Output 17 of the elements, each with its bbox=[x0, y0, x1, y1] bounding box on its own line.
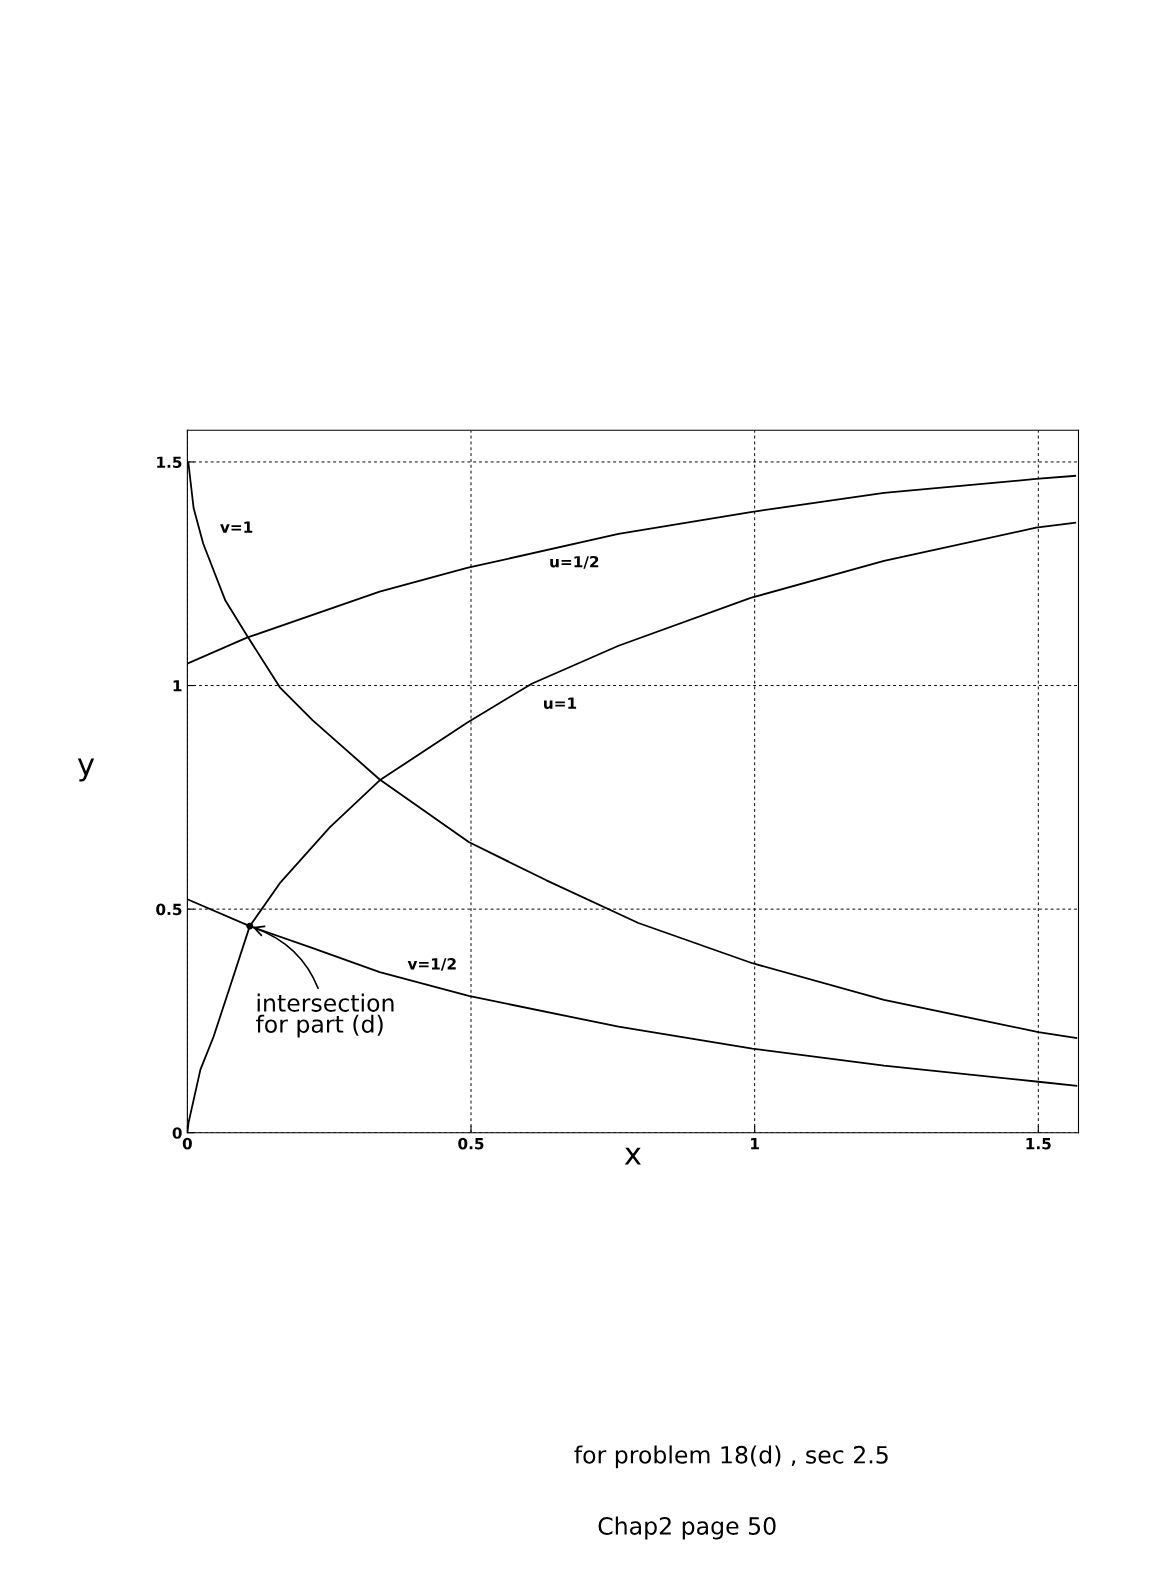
x-tick-label: 1 bbox=[751, 1138, 759, 1150]
y-tick-label: 0.5 bbox=[156, 903, 182, 916]
series-label: v=1 bbox=[220, 521, 253, 533]
y-axis-title: y bbox=[77, 758, 95, 782]
annotation: intersection for part (d) bbox=[255, 993, 394, 1038]
series-label: u=1 bbox=[544, 697, 577, 709]
x-tick-label: 0.5 bbox=[458, 1137, 484, 1150]
series-label: v=1/2 bbox=[407, 958, 456, 971]
series-label: u=1/2 bbox=[550, 555, 599, 569]
y-tick-label: 1.5 bbox=[157, 456, 182, 468]
x-tick-label: 1.5 bbox=[1026, 1138, 1051, 1150]
x-tick-label: 0 bbox=[182, 1137, 192, 1150]
y-tick-label: 0 bbox=[172, 1127, 182, 1139]
y-tick-label: 1 bbox=[173, 680, 182, 692]
x-axis-title: x bbox=[624, 1147, 641, 1165]
text: for problem 18(d) , sec 2.5 bbox=[574, 1445, 888, 1469]
text: Chap2 page 50 bbox=[598, 1516, 776, 1540]
